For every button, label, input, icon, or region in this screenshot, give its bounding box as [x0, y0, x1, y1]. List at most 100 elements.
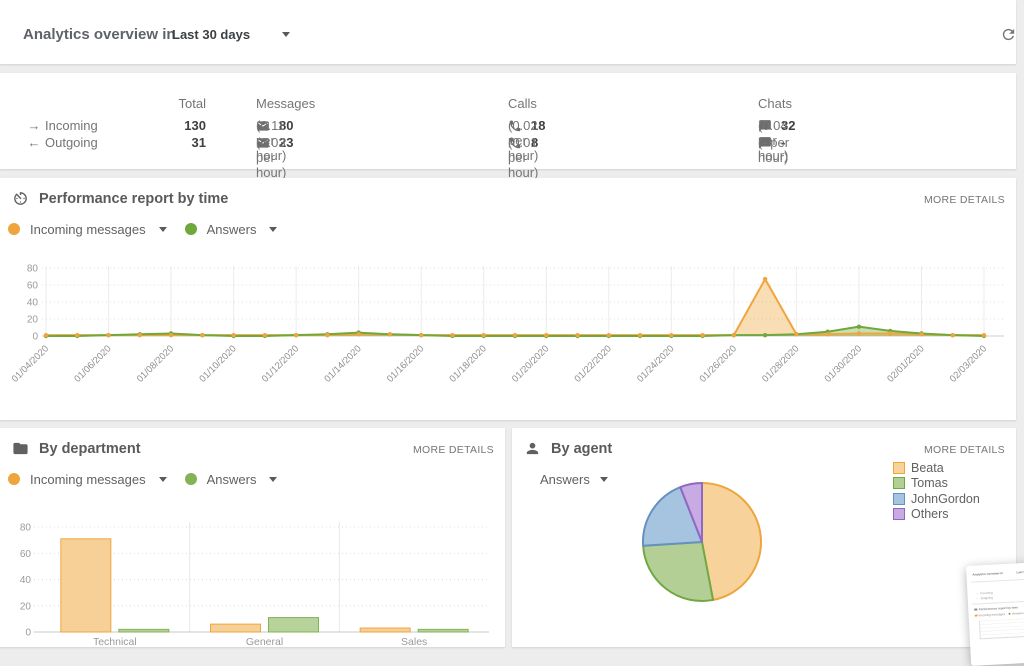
arrow-left-icon: ←	[27, 135, 41, 150]
svg-text:60: 60	[20, 549, 32, 560]
svg-text:40: 40	[27, 298, 39, 309]
calls-value: 8	[531, 135, 539, 150]
chart-legend: Incoming messages Answers	[8, 472, 296, 487]
arrow-right-icon: →	[27, 118, 41, 133]
more-details-button[interactable]: MORE DETAILS	[923, 194, 1005, 206]
legend-incoming-messages[interactable]: Incoming messages	[8, 472, 185, 487]
svg-text:80: 80	[20, 523, 32, 534]
pie-legend-beata: Beata	[893, 461, 944, 475]
total-value: 31	[191, 135, 206, 150]
section-title: Performance report by time	[39, 191, 229, 207]
svg-text:80: 80	[27, 264, 39, 275]
chevron-down-icon	[269, 226, 278, 232]
chevron-down-icon	[269, 476, 278, 482]
svg-text:01/26/2020: 01/26/2020	[698, 343, 739, 384]
department-bar-chart: 0 20 40 60 80 Technical General Sales	[20, 522, 489, 647]
pie-legend-tomas: Tomas	[893, 476, 948, 490]
pie-legend-johngordon: JohnGordon	[893, 492, 980, 506]
performance-report-section: Performance report by time MORE DETAILS …	[0, 178, 1016, 420]
summary-stats: Total Messages Calls Chats → Incoming 13…	[0, 73, 1016, 180]
phone-icon	[509, 120, 521, 131]
svg-text:60: 60	[27, 281, 39, 292]
svg-text:01/04/2020: 01/04/2020	[10, 343, 51, 384]
messages-value: 23	[279, 135, 294, 150]
header-bar: Analytics overview in Last 30 days	[0, 0, 1016, 64]
col-header-calls: Calls	[508, 96, 537, 111]
agent-pie-chart	[642, 482, 762, 602]
thumbnail-mini-chart	[978, 617, 1024, 640]
chats-rate: (- per hour)	[758, 135, 790, 165]
tomas-swatch-icon	[893, 477, 905, 489]
date-range-value: Last 30 days	[172, 27, 251, 42]
svg-text:01/18/2020: 01/18/2020	[447, 343, 488, 384]
orange-dot-icon	[8, 473, 20, 485]
svg-text:01/06/2020: 01/06/2020	[72, 343, 113, 384]
col-header-total: Total	[178, 96, 206, 111]
svg-text:Technical: Technical	[93, 636, 137, 647]
row-label: Outgoing	[45, 135, 98, 150]
svg-text:01/12/2020: 01/12/2020	[260, 343, 301, 384]
messages-rate: (0.03 per hour)	[256, 135, 287, 180]
svg-text:Sales: Sales	[401, 636, 427, 647]
date-range-select[interactable]: Last 30 days	[172, 27, 250, 42]
col-header-chats: Chats	[758, 96, 792, 111]
svg-text:01/22/2020: 01/22/2020	[573, 343, 614, 384]
legend-answers[interactable]: Answers	[184, 472, 296, 487]
folder-icon	[12, 440, 29, 457]
orange-dot-icon	[8, 223, 20, 235]
envelope-icon	[257, 137, 269, 148]
svg-text:02/01/2020: 02/01/2020	[885, 343, 926, 384]
person-icon	[524, 440, 541, 457]
stats-header-row: Total Messages Calls Chats	[0, 96, 1016, 113]
svg-text:01/20/2020: 01/20/2020	[510, 343, 551, 384]
pie-legend-others: Others	[893, 507, 949, 521]
chat-icon	[759, 119, 771, 132]
more-details-button[interactable]: MORE DETAILS	[923, 444, 1005, 456]
beata-swatch-icon	[893, 461, 905, 474]
chevron-down-icon[interactable]	[282, 32, 290, 37]
svg-text:02/03/2020: 02/03/2020	[948, 343, 989, 384]
svg-text:01/10/2020: 01/10/2020	[197, 343, 238, 384]
calls-value: 18	[531, 118, 546, 133]
chats-value: -	[781, 135, 786, 150]
svg-text:01/16/2020: 01/16/2020	[385, 343, 426, 384]
legend-incoming-messages[interactable]: Incoming messages	[8, 222, 185, 237]
svg-text:01/08/2020: 01/08/2020	[135, 343, 176, 384]
svg-text:01/30/2020: 01/30/2020	[823, 343, 864, 384]
incoming-row: → Incoming 130 80 (0.11 per hour) 18 (0.…	[0, 118, 1016, 163]
svg-text:01/14/2020: 01/14/2020	[322, 343, 363, 384]
svg-text:01/24/2020: 01/24/2020	[635, 343, 676, 384]
answers-filter-dropdown[interactable]: Answers	[540, 472, 608, 487]
chart-legend: Incoming messages Answers	[8, 222, 296, 237]
svg-text:0: 0	[32, 332, 38, 343]
others-swatch-icon	[893, 508, 905, 520]
calls-rate: (0.01 per hour)	[508, 135, 539, 180]
row-label: Incoming	[45, 118, 98, 133]
refresh-icon	[1002, 28, 1015, 41]
green-dot-icon	[184, 223, 197, 235]
svg-text:General: General	[246, 636, 283, 647]
messages-value: 80	[279, 118, 294, 133]
svg-text:40: 40	[20, 575, 32, 586]
chats-value: 32	[781, 118, 796, 133]
svg-text:20: 20	[27, 315, 39, 326]
more-details-button[interactable]: MORE DETAILS	[412, 444, 494, 456]
phone-icon	[509, 137, 521, 148]
johngordon-swatch-icon	[893, 492, 905, 505]
svg-text:01/28/2020: 01/28/2020	[760, 343, 801, 384]
time-line-chart: 0 20 40 60 80 01/04/2020 01/06/2020 01/08/2020 0…	[10, 264, 1004, 385]
page-title: Analytics overview in	[23, 26, 176, 43]
refresh-button[interactable]	[1000, 26, 1017, 43]
chat-icon	[759, 136, 771, 149]
total-value: 130	[184, 118, 206, 133]
legend-answers[interactable]: Answers	[184, 222, 296, 237]
chevron-down-icon	[599, 477, 608, 482]
envelope-icon	[257, 120, 269, 131]
section-title: By agent	[551, 441, 613, 457]
chevron-down-icon	[158, 476, 167, 482]
svg-text:20: 20	[20, 601, 32, 612]
chevron-down-icon	[158, 226, 167, 232]
green-dot-icon	[184, 473, 197, 485]
